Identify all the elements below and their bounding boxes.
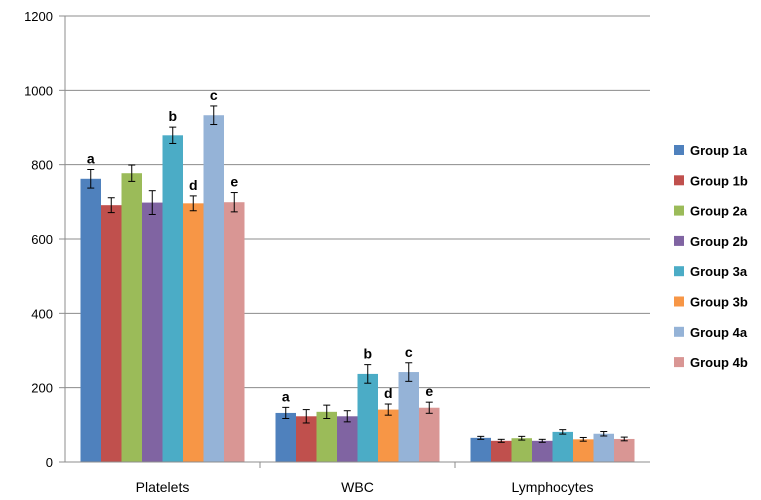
annotation-label: c <box>405 344 413 360</box>
bar <box>614 438 635 462</box>
y-tick-label: 200 <box>31 381 53 396</box>
y-tick-label: 1000 <box>24 83 53 98</box>
legend-swatch <box>674 145 684 155</box>
legend-swatch <box>674 326 684 337</box>
bar <box>593 433 614 462</box>
x-category-label: Platelets <box>136 479 190 495</box>
bar <box>378 409 399 462</box>
annotation-label: b <box>363 346 372 362</box>
y-axis-tick-labels: 0 200 400 600 800 1000 1200 <box>24 9 53 470</box>
bar <box>101 205 122 462</box>
legend-label: Group 4b <box>690 355 748 370</box>
legend-swatch <box>674 235 684 246</box>
annotation-label: a <box>87 150 95 166</box>
bar <box>142 202 163 462</box>
x-axis-category-labels: Platelets WBC Lymphocytes <box>136 479 594 495</box>
annotation-label: d <box>384 385 393 401</box>
legend-label: Group 1b <box>690 173 748 188</box>
legend-swatch <box>674 266 684 277</box>
bar-series <box>80 115 635 463</box>
bar <box>121 173 142 462</box>
y-tick-label: 1200 <box>24 9 53 24</box>
bar <box>398 372 419 462</box>
bar <box>316 411 337 462</box>
legend-swatch <box>674 175 684 186</box>
legend-label: Group 1a <box>690 143 748 158</box>
annotation-label: a <box>282 388 290 404</box>
error-bars <box>87 105 628 443</box>
legend-swatch <box>674 357 684 368</box>
y-tick-label: 800 <box>31 158 53 173</box>
bar <box>183 203 204 462</box>
bar <box>162 135 183 462</box>
legend-label: Group 3b <box>690 295 748 310</box>
annotation-label: e <box>425 383 433 399</box>
axes <box>64 16 650 468</box>
bar <box>296 416 317 462</box>
bar <box>80 178 101 463</box>
annotation-label: b <box>168 108 177 124</box>
legend-swatch <box>674 205 684 216</box>
x-category-label: Lymphocytes <box>512 479 594 495</box>
y-tick-label: 400 <box>31 306 53 321</box>
legend-label: Group 2a <box>690 204 748 219</box>
annotation-label: e <box>230 174 238 190</box>
bar <box>470 437 491 462</box>
y-tick-label: 0 <box>46 455 53 470</box>
bar <box>419 407 440 462</box>
significance-letters: a b c d e a b c d e <box>87 87 434 404</box>
annotation-label: d <box>189 177 198 193</box>
bar <box>357 373 378 462</box>
bar <box>224 202 245 462</box>
bar <box>532 440 553 462</box>
legend-label: Group 3a <box>690 264 748 279</box>
bar <box>337 416 358 462</box>
bar <box>552 431 573 462</box>
bar <box>491 440 512 462</box>
bar <box>203 115 224 463</box>
y-tick-label: 600 <box>31 232 53 247</box>
bar <box>511 438 532 462</box>
bar <box>275 412 296 462</box>
legend-label: Group 4a <box>690 325 748 340</box>
legend-label: Group 2b <box>690 234 748 249</box>
bar <box>573 439 594 462</box>
legend: Group 1a Group 1b Group 2a Group 2b Group 3a… <box>674 143 748 370</box>
x-category-label: WBC <box>341 479 374 495</box>
annotation-label: c <box>210 87 218 103</box>
legend-swatch <box>674 296 684 307</box>
